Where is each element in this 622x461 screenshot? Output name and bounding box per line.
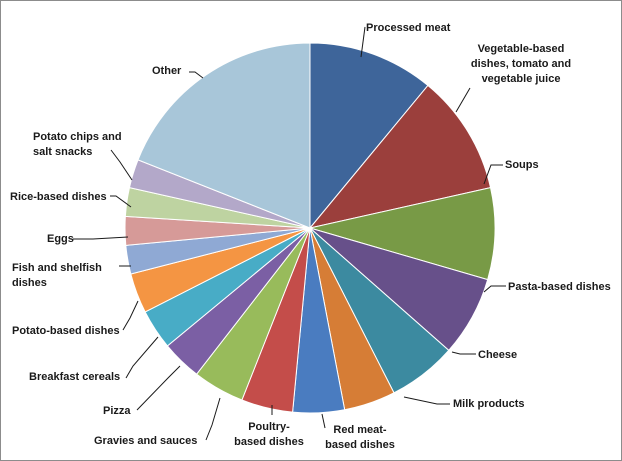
slice-label-rice-based-dishes: Rice-based dishes [10,191,107,203]
leader-line-cheese [451,351,476,355]
slice-label-potato-chips-and-salt-snacks: Potato chips and salt snacks [33,131,122,158]
pie-slice-processed-meat [309,42,429,230]
leader-line-potato-based-dishes [122,300,139,331]
leader-line-breakfast-cereals [125,336,159,379]
leader-line-soups [483,164,503,185]
leader-line-pasta-based-dishes [483,285,506,293]
slice-label-pizza: Pizza [103,405,131,417]
slice-label-cheese: Cheese [478,349,517,361]
leader-line-eggs [73,236,129,240]
slice-label-pasta-based-dishes: Pasta-based dishes [508,281,611,293]
slice-label-other: Other [152,65,182,77]
slice-label-milk-products: Milk products [453,398,525,410]
pie-slice-soups [309,187,496,281]
leader-line-milk-products [403,396,450,405]
slice-label-potato-based-dishes: Potato-based dishes [12,325,120,337]
slice-label-processed-meat: Processed meat [366,22,451,34]
slice-label-fish-and-shelfish-dishes: Fish and shelfish dishes [12,262,102,289]
leader-line-pizza [136,365,181,411]
leader-line-rice-based-dishes [110,195,132,208]
slice-label-red-meat-based-dishes: Red meat-based dishes [325,424,395,451]
slice-label-gravies-and-sauces: Gravies and sauces [94,435,197,447]
pie-slice-other [137,42,311,229]
slice-label-soups: Soups [505,159,539,171]
slice-label-poultry-based-dishes: Poultry-based dishes [234,421,304,448]
leader-line-other [189,71,204,79]
pie-slice-vegetable-based-dishes-tomato-and-vegetable-juice [308,84,492,229]
leader-line-potato-chips-and-salt-snacks [110,149,133,181]
leader-line-processed-meat [360,26,366,58]
leader-line-gravies-and-sauces [205,397,221,441]
slice-label-breakfast-cereals: Breakfast cereals [29,371,120,383]
slice-label-vegetable-based-dishes-tomato-and-vegetable-juice: Vegetable-based dishes, tomato and vegetab… [471,43,571,85]
leader-line-red-meat-based-dishes [321,413,326,429]
slice-label-eggs: Eggs [47,233,74,245]
leader-line-vegetable-based-dishes-tomato-and-vegetable-juice [455,87,471,113]
